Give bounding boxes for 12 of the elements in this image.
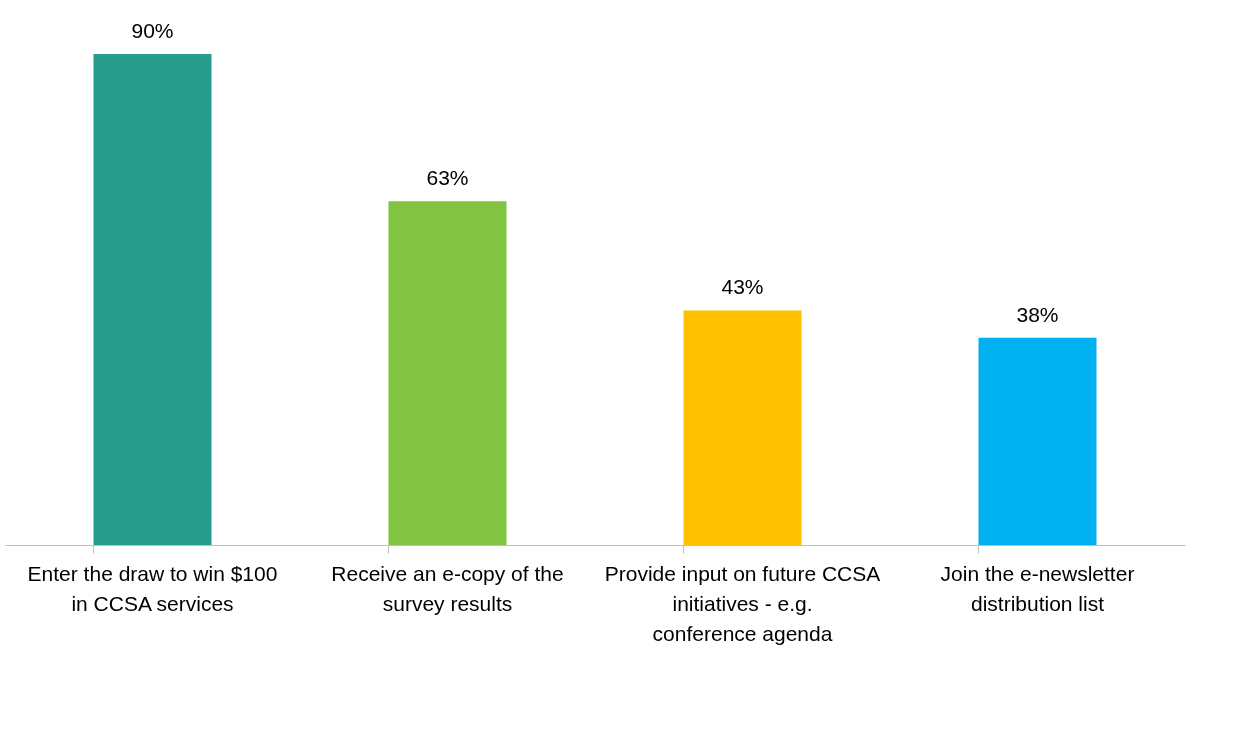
data-label: 90% [131,19,174,43]
x-tick-label: Enter the draw to win $100 in CCSA services [27,561,278,615]
bar [388,201,507,545]
data-label: 43% [721,275,764,299]
x-tick-label: Join the e-newsletter distribution list [940,561,1135,615]
data-label: 63% [426,166,469,190]
bar [93,54,212,545]
x-tick-label: Provide input on future CCSA initiatives - e.g. conference agenda [604,561,881,645]
bar [978,337,1097,545]
bar [683,310,802,545]
x-tick-label: Receive an e-copy of the survey results [331,561,564,615]
data-label: 38% [1016,302,1059,326]
